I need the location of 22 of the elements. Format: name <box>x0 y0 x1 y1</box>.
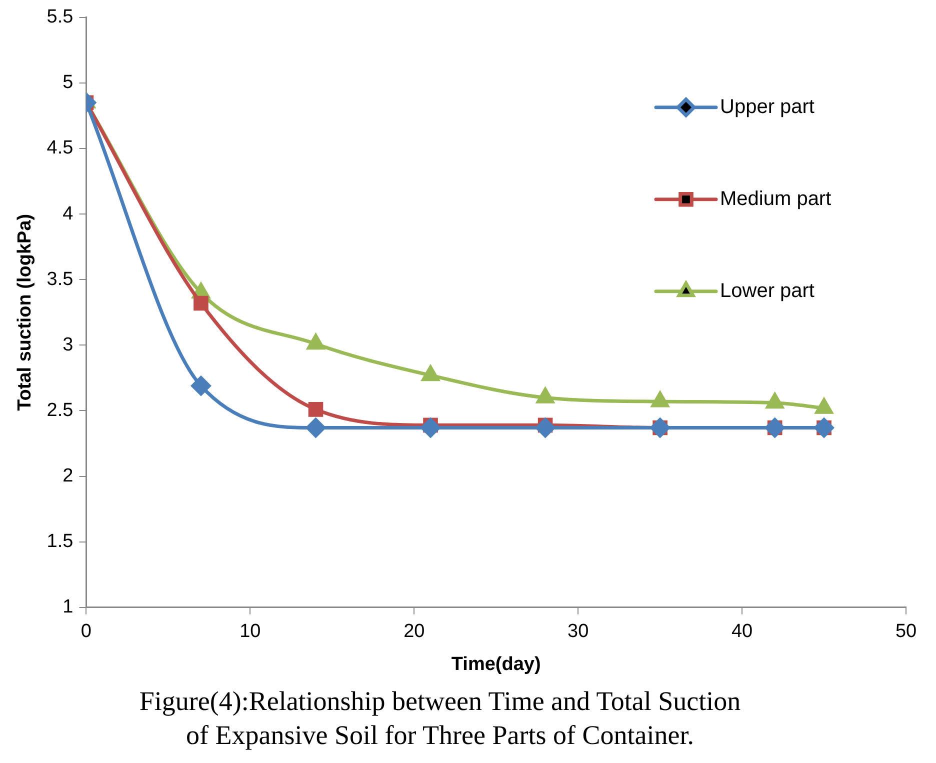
x-tick-label: 30 <box>568 621 589 642</box>
y-axis-title: Total suction (logkPa) <box>14 214 36 411</box>
x-axis-title: Time(day) <box>451 654 541 675</box>
y-tick-label: 5.5 <box>46 6 74 28</box>
legend-label: Upper part <box>720 96 815 118</box>
legend-label: Medium part <box>720 188 832 210</box>
x-tick-label: 0 <box>80 621 92 642</box>
y-tick-label: 3.5 <box>46 268 74 290</box>
y-tick-label: 4 <box>62 203 74 224</box>
y-tick-label: 3 <box>62 334 74 356</box>
x-tick-label: 10 <box>240 621 261 642</box>
text: Figure(4):Relationship between Time and Total Suction of Expansive Soil for Three Parts of Container. <box>138 685 742 752</box>
legend-label: Lower part <box>720 280 815 302</box>
y-tick-label: 1 <box>62 596 74 618</box>
x-tick-label: 40 <box>731 621 753 642</box>
y-tick-label: 2.5 <box>46 400 74 421</box>
x-tick-label: 50 <box>895 621 917 642</box>
y-tick-label: 2 <box>62 466 74 487</box>
x-tick-label: 20 <box>404 621 425 642</box>
y-tick-label: 5 <box>62 72 74 94</box>
y-tick-label: 4.5 <box>46 138 74 159</box>
y-tick-label: 1.5 <box>46 531 74 552</box>
